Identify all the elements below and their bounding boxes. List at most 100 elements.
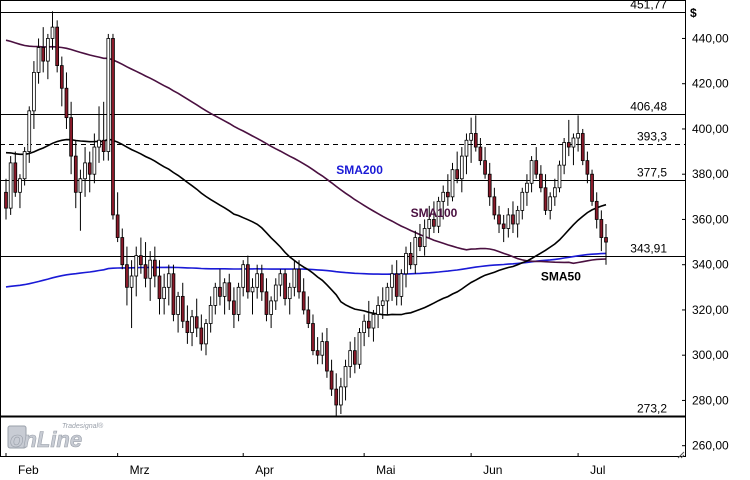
candle-body: [269, 300, 273, 315]
ma-label: SMA50: [541, 270, 581, 284]
candle-body: [487, 173, 492, 198]
candle-body: [4, 191, 8, 209]
candle-body: [101, 139, 106, 152]
candle-body: [176, 295, 180, 315]
y-tick-label: 260,00: [692, 439, 729, 453]
x-tick-label: Mai: [376, 463, 395, 477]
currency-label: $: [690, 6, 697, 20]
candle-body: [204, 323, 208, 345]
level-label: 343,91: [630, 242, 667, 256]
candle-body: [69, 117, 73, 157]
candle-body: [534, 160, 539, 175]
candle-body: [362, 320, 366, 333]
candle-body: [208, 305, 213, 324]
candle-body: [594, 200, 599, 220]
candle-body: [22, 151, 27, 180]
candle-body: [566, 142, 571, 148]
candle-body: [190, 316, 194, 333]
candle-body: [571, 137, 576, 148]
candle-body: [348, 350, 353, 367]
candle-body: [511, 214, 515, 225]
candle-body: [46, 38, 50, 62]
candle-body: [143, 264, 148, 279]
candle-body: [83, 162, 87, 180]
candle-body: [552, 187, 557, 198]
candle-body: [432, 219, 436, 227]
candle-body: [55, 26, 60, 67]
candle-body: [278, 273, 283, 286]
candle-body: [408, 252, 413, 266]
candle-body: [325, 341, 329, 372]
candle-body: [301, 291, 306, 311]
candle-body: [394, 273, 399, 297]
level-label: 393,3: [637, 130, 667, 144]
candle-body: [473, 133, 478, 148]
candle-body: [241, 264, 246, 288]
candle-body: [441, 191, 446, 202]
candle-body: [483, 160, 487, 175]
candle-body: [13, 162, 18, 193]
ma-labels: SMA200 SMA100 SMA50: [336, 163, 581, 283]
candle-body: [125, 264, 129, 288]
candle-body: [250, 286, 255, 293]
candle-body: [492, 196, 497, 216]
candle-body: [227, 282, 232, 302]
plot-frame: [0, 0, 686, 457]
x-tick-label: Jul: [590, 463, 605, 477]
tradesignal-logo: Tradesignal® onLine: [7, 422, 104, 452]
candle-body: [339, 386, 343, 406]
candle-body: [264, 291, 269, 315]
y-tick-label: 400,00: [692, 122, 729, 136]
x-tick-label: Mrz: [130, 463, 150, 477]
candle-body: [380, 300, 385, 306]
svg-text:onLine: onLine: [10, 427, 82, 452]
ma-label: SMA100: [411, 206, 458, 220]
y-tick-label: 360,00: [692, 212, 729, 226]
candle-body: [399, 273, 404, 297]
candle-body: [297, 268, 301, 293]
candle-body: [32, 71, 36, 112]
candle-body: [64, 87, 69, 119]
candle-body: [515, 210, 520, 225]
candle-body: [246, 264, 250, 293]
candle-body: [8, 162, 13, 209]
candle-body: [469, 133, 473, 141]
candle-body: [427, 219, 432, 229]
candle-body: [548, 196, 553, 211]
candle-body: [385, 286, 390, 302]
candle-body: [111, 38, 115, 216]
level-label: 406,48: [630, 100, 667, 114]
candle-body: [529, 160, 534, 184]
candle-body: [390, 273, 394, 288]
candle-body: [418, 237, 422, 247]
level-label: 377,5: [637, 166, 667, 180]
candle-body: [539, 173, 543, 189]
candle-body: [222, 282, 227, 297]
candle-body: [311, 323, 315, 352]
candle-body: [41, 47, 46, 62]
candle-body: [166, 273, 171, 288]
candle-body: [92, 146, 97, 175]
moving-averages: [5, 39, 607, 316]
candle-body: [506, 214, 511, 229]
candle-body: [436, 200, 441, 227]
candle-body: [273, 284, 278, 302]
candle-body: [520, 191, 525, 211]
candle-body: [50, 26, 55, 39]
candle-body: [306, 309, 311, 324]
candle-body: [255, 273, 260, 288]
candle-body: [357, 332, 362, 365]
candle-body: [446, 191, 450, 198]
candle-body: [232, 300, 236, 315]
candle-body: [199, 327, 204, 345]
resize-grip-icon[interactable]: [677, 451, 685, 459]
candle-body: [287, 286, 292, 300]
candle-body: [236, 286, 241, 315]
y-tick-label: 440,00: [692, 31, 729, 45]
candle-body: [404, 252, 408, 275]
candle-body: [218, 286, 222, 297]
candle-body: [422, 228, 427, 247]
candle-body: [292, 268, 297, 288]
candle-body: [87, 162, 92, 175]
